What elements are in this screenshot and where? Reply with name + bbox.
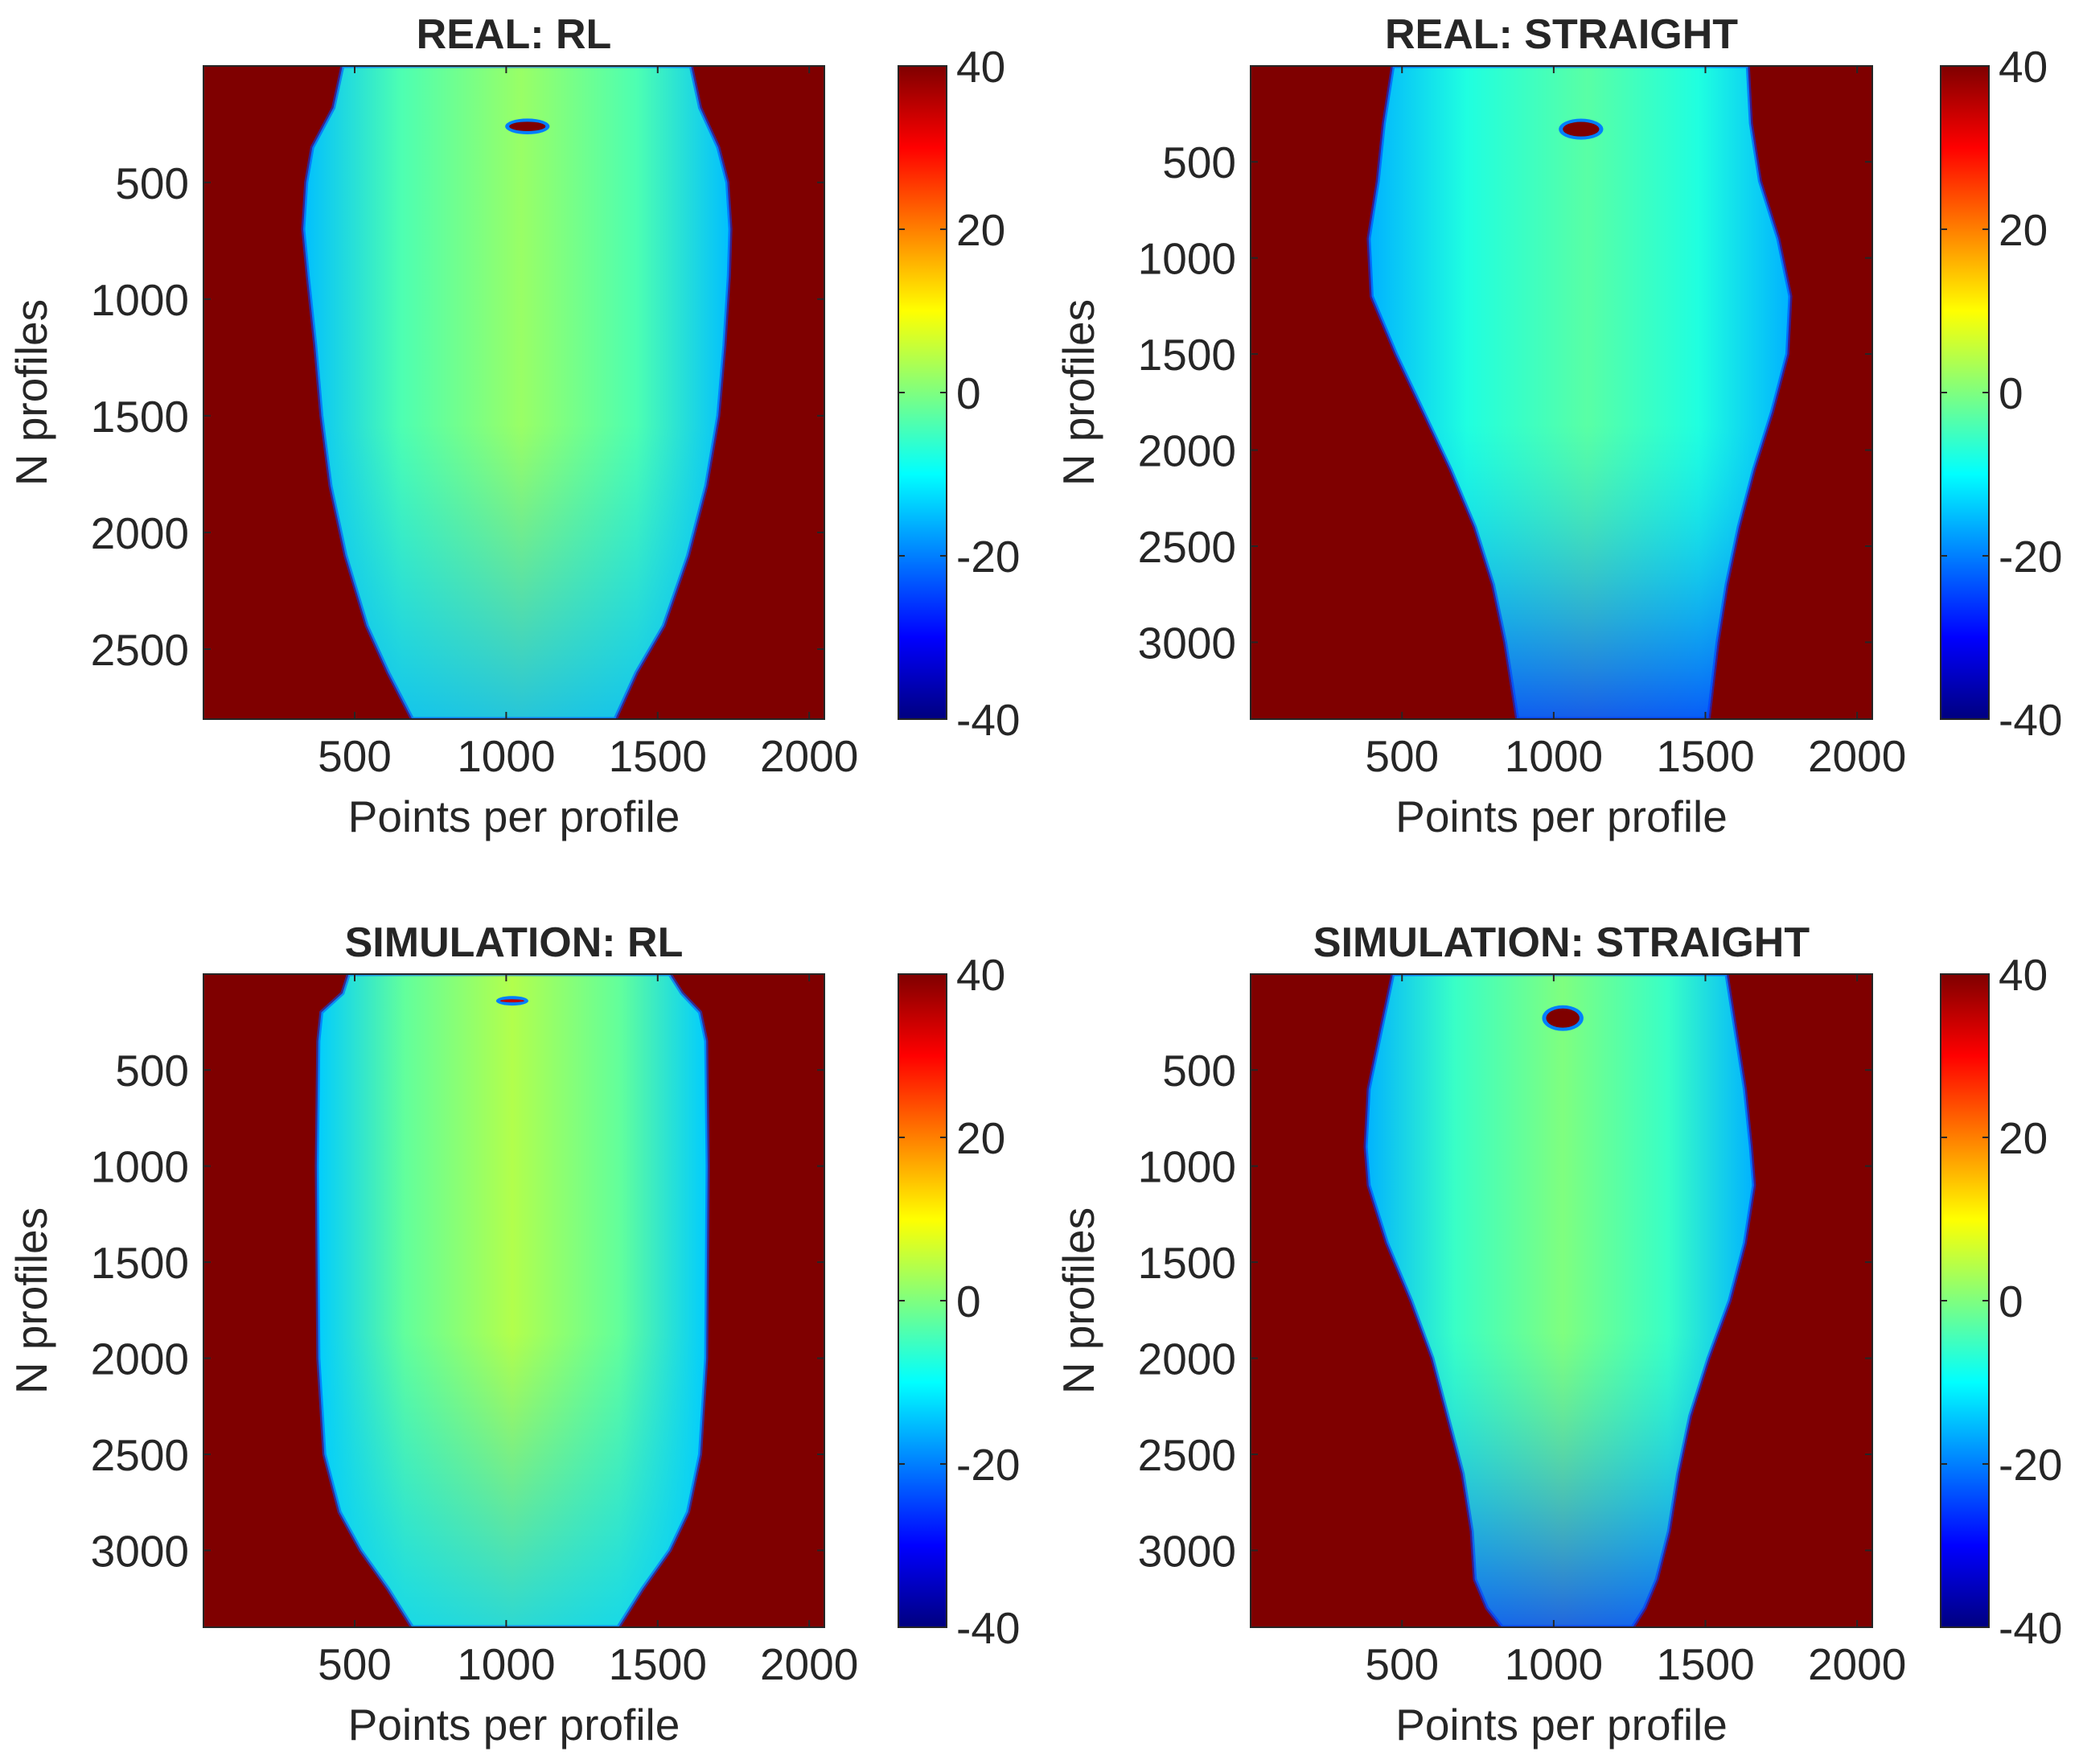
real-rl-xlabel: Points per profile [348,792,680,841]
real-rl-ytick-label: 500 [115,158,189,208]
simulation-rl-ytick-label: 3000 [91,1526,189,1576]
real-straight-ylabel: N profiles [1054,299,1103,486]
real-rl-colorbar-label: -20 [956,532,1021,582]
simulation-straight-ytick-label: 500 [1162,1046,1236,1096]
real-rl-object-edge [301,66,733,719]
real-straight-ytick-label: 2500 [1138,522,1236,572]
real-rl-colorbar [898,66,947,719]
real-straight-xtick-label: 1000 [1505,731,1603,781]
real-straight-colorbar-label: 0 [1999,368,2023,418]
simulation-rl-xtick-label: 1000 [457,1639,555,1689]
simulation-straight-object-edge [1363,974,1756,1627]
simulation-straight-ytick-label: 3000 [1138,1526,1236,1576]
simulation-rl-ytick-label: 2500 [91,1430,189,1480]
simulation-rl-ytick-label: 500 [115,1046,189,1096]
simulation-straight-xlabel: Points per profile [1395,1700,1728,1750]
real-straight-colorbar-label: -20 [1999,532,2063,582]
real-rl-marker [509,121,546,131]
simulation-straight-object-shading [1366,974,1754,1627]
simulation-rl-colorbar-label: -20 [956,1440,1021,1490]
real-straight-object-shading [1368,66,1791,719]
real-straight-ytick-label: 2000 [1138,426,1236,476]
real-rl-xtick-label: 1500 [609,731,707,781]
real-rl-xtick-label: 2000 [760,731,858,781]
real-straight-ytick-label: 3000 [1138,618,1236,668]
simulation-rl-axes-box [203,973,825,1628]
real-rl-ytick-label: 1000 [91,275,189,325]
real-rl-colorbar-label: 20 [956,205,1005,255]
simulation-rl-xtick-label: 500 [318,1639,392,1689]
simulation-rl-title: SIMULATION: RL [345,919,684,966]
real-straight-ytick-label: 500 [1162,138,1236,187]
simulation-straight-xtick-label: 1500 [1656,1639,1754,1689]
real-rl-ytick-label: 1500 [91,392,189,442]
simulation-straight-ylabel: N profiles [1054,1207,1103,1394]
simulation-rl-xtick-label: 1500 [609,1639,707,1689]
simulation-rl-ylabel: N profiles [6,1207,56,1394]
simulation-straight-colorbar-label: -40 [1999,1603,2063,1653]
real-rl-object-shading [303,66,731,719]
real-rl-xtick-label: 1000 [457,731,555,781]
simulation-straight-colorbar [1941,974,1989,1627]
simulation-straight-xtick-label: 1000 [1505,1639,1603,1689]
simulation-rl-xlabel: Points per profile [348,1700,680,1750]
simulation-rl-panel: SIMULATION: RL 500 1000 1500 2000 500 1000 1500… [6,919,1021,1750]
real-straight-marker [1563,121,1600,137]
simulation-rl-colorbar-label: -40 [956,1603,1021,1653]
real-straight-title: REAL: STRAIGHT [1385,11,1738,58]
simulation-straight-colorbar-label: -20 [1999,1440,2063,1490]
simulation-rl-ytick-label: 2000 [91,1334,189,1384]
simulation-straight-ytick-label: 2000 [1138,1334,1236,1384]
real-straight-ytick-label: 1000 [1138,234,1236,284]
simulation-straight-xtick-label: 2000 [1808,1639,1906,1689]
simulation-straight-marker [1546,1008,1580,1028]
real-rl-axes-box [203,65,825,720]
simulation-rl-ytick-label: 1500 [91,1238,189,1288]
real-rl-panel: REAL: RL 500 1000 1500 2000 500 1000 1500 2000 25… [6,11,1021,841]
real-rl-colorbar-label: 0 [956,368,981,418]
simulation-straight-title: SIMULATION: STRAIGHT [1313,919,1810,966]
simulation-rl-xtick-label: 2000 [760,1639,858,1689]
real-straight-colorbar-label: 40 [1999,42,2048,92]
real-straight-colorbar-label: 20 [1999,205,2048,255]
simulation-rl-colorbar-label: 40 [956,950,1005,1000]
simulation-rl-ytick-label: 1000 [91,1142,189,1192]
real-straight-xlabel: Points per profile [1395,792,1728,841]
simulation-rl-object-shading [316,974,708,1627]
simulation-rl-object-edge [314,974,710,1627]
real-straight-object-edge [1366,66,1793,719]
real-straight-panel: REAL: STRAIGHT 500 1000 1500 2000 500 1000 1500… [1054,11,2063,841]
simulation-straight-ytick-label: 2500 [1138,1430,1236,1480]
simulation-straight-colorbar-label: 20 [1999,1113,2048,1163]
real-straight-xtick-label: 500 [1365,731,1439,781]
real-straight-xtick-label: 1500 [1656,731,1754,781]
real-rl-colorbar-label: 40 [956,42,1005,92]
real-rl-colorbar-label: -40 [956,695,1021,745]
simulation-straight-ytick-label: 1000 [1138,1142,1236,1192]
real-rl-ytick-label: 2500 [91,625,189,675]
real-rl-title: REAL: RL [417,11,612,58]
simulation-straight-ytick-label: 1500 [1138,1238,1236,1288]
simulation-straight-axes-box [1250,973,1873,1628]
real-straight-axes-box [1250,65,1873,720]
real-straight-colorbar [1941,66,1989,719]
real-straight-colorbar-label: -40 [1999,695,2063,745]
real-straight-ytick-label: 1500 [1138,330,1236,380]
simulation-straight-colorbar-label: 40 [1999,950,2048,1000]
simulation-straight-panel: SIMULATION: STRAIGHT 500 1000 1500 2000 500 10… [1054,919,2063,1750]
simulation-rl-colorbar [898,974,947,1627]
real-rl-xtick-label: 500 [318,731,392,781]
simulation-straight-colorbar-label: 0 [1999,1277,2023,1326]
simulation-rl-colorbar-label: 20 [956,1113,1005,1163]
simulation-rl-colorbar-label: 0 [956,1277,981,1326]
simulation-rl-marker [499,999,524,1003]
real-straight-xtick-label: 2000 [1808,731,1906,781]
real-rl-ytick-label: 2000 [91,508,189,558]
simulation-straight-xtick-label: 500 [1365,1639,1439,1689]
real-rl-ylabel: N profiles [6,299,56,486]
